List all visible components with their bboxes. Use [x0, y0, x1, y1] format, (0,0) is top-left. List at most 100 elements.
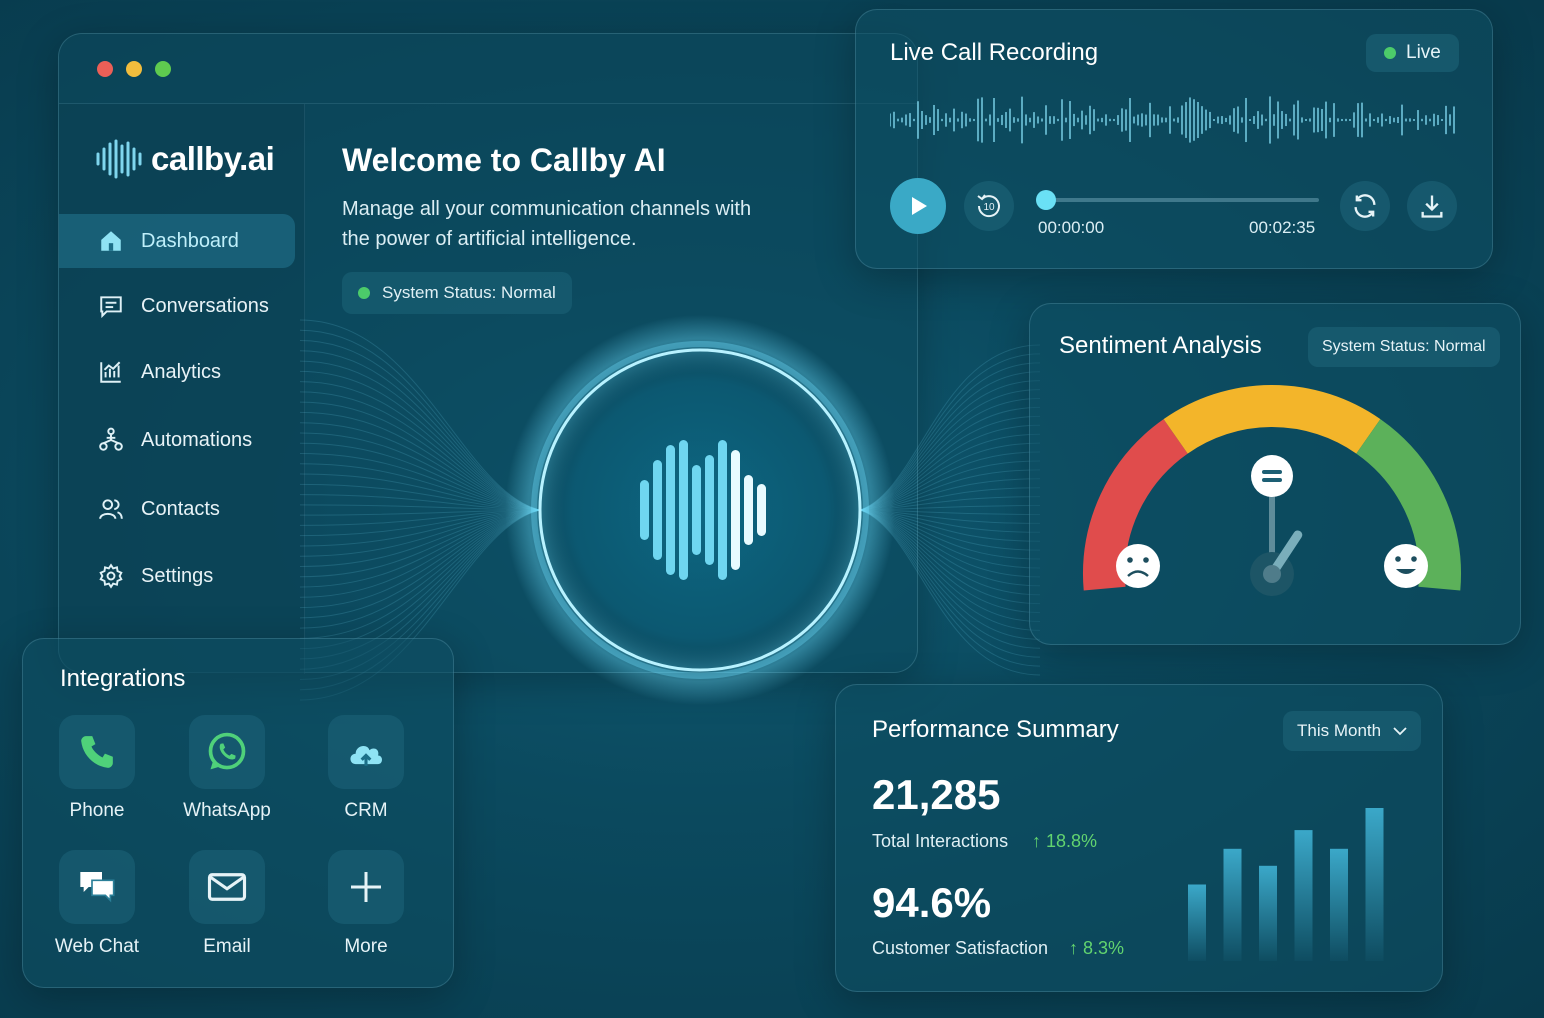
status-dot-icon [358, 287, 370, 299]
period-dropdown[interactable]: This Month [1283, 711, 1422, 751]
email-icon [207, 873, 247, 901]
bar [1223, 848, 1242, 961]
home-icon [97, 227, 125, 255]
sad-face-icon [1116, 544, 1160, 588]
sidebar-item-settings[interactable]: Settings [59, 549, 295, 603]
download-button[interactable] [1407, 181, 1457, 231]
whatsapp-icon [208, 732, 246, 770]
total-time: 00:02:35 [1249, 218, 1316, 237]
satisfaction-delta: ↑ 8.3% [1069, 938, 1124, 959]
contacts-icon [97, 495, 125, 523]
integrations-title: Integrations [60, 665, 186, 692]
sidebar-item-label: Conversations [141, 294, 269, 317]
chat-icon [97, 292, 125, 320]
integration-more-label: More [344, 936, 388, 957]
brand-logo[interactable]: callby.ai [95, 139, 275, 179]
current-time: 00:00:00 [1038, 218, 1105, 237]
arrow-up-icon: ↑ [1069, 938, 1084, 958]
integration-web-chat-button[interactable] [59, 850, 135, 924]
bar [1188, 884, 1206, 961]
integration-web-chat-label: Web Chat [54, 936, 140, 957]
integration-crm-button[interactable] [328, 715, 404, 789]
gauge-negative-segment [1083, 419, 1189, 591]
delta-value: 18.8% [1046, 831, 1098, 851]
live-badge: Live [1366, 34, 1459, 72]
page-subtitle: Manage all your communication channels w… [342, 198, 752, 250]
rewind-seconds: 10 [983, 202, 995, 213]
sidebar-item-automations[interactable]: Automations [59, 413, 295, 467]
gauge-positive-segment [1355, 419, 1461, 591]
voice-orb[interactable] [300, 300, 1040, 720]
performance-title: Performance Summary [872, 716, 1119, 743]
sidebar-item-dashboard[interactable]: Dashboard [59, 214, 295, 268]
integration-phone-label: Phone [69, 800, 125, 821]
play-icon [912, 197, 927, 215]
sidebar-item-conversations[interactable]: Conversations [59, 279, 295, 333]
playback-track[interactable] [1044, 198, 1319, 202]
play-button[interactable] [890, 178, 946, 234]
performance-panel: Performance Summary This Month 21,285 To… [835, 684, 1443, 992]
integration-email-button[interactable] [189, 850, 265, 924]
sidebar-item-label: Settings [141, 564, 214, 587]
rewind-10-button[interactable]: 10 [964, 181, 1014, 231]
bar [1330, 848, 1348, 961]
bar [1365, 808, 1384, 961]
waveform-logo-icon [96, 139, 142, 179]
total-interactions-label: Total Interactions [872, 831, 1009, 851]
sentiment-gauge [1083, 385, 1461, 596]
delta-value: 8.3% [1083, 938, 1125, 958]
sidebar-item-label: Analytics [141, 360, 222, 383]
performance-bar-chart [1188, 808, 1384, 961]
integration-phone-button[interactable] [59, 715, 135, 789]
neutral-face-icon [1251, 455, 1293, 497]
total-interactions-value: 21,285 [872, 771, 1001, 818]
maximize-window-button[interactable] [155, 60, 171, 77]
call-waveform[interactable] [890, 90, 1460, 150]
web-chat-icon [80, 872, 115, 903]
integrations-panel: Integrations Phone WhatsApp CRM Web Chat… [22, 638, 454, 988]
satisfaction-label: Customer Satisfaction [872, 938, 1049, 958]
close-window-button[interactable] [97, 60, 113, 77]
gear-icon [97, 562, 125, 590]
integration-email-label: Email [203, 936, 251, 957]
total-interactions-delta: ↑ 18.8% [1032, 831, 1097, 852]
sidebar: callby.ai Dashboard Conversations Analyt… [59, 104, 305, 674]
refresh-button[interactable] [1340, 181, 1390, 231]
sidebar-item-label: Contacts [141, 497, 220, 520]
sentiment-status-badge: System Status: Normal [1308, 327, 1500, 367]
orb-waveform-icon [640, 440, 766, 580]
refresh-icon [1354, 194, 1376, 218]
phone-icon [81, 736, 113, 768]
title-bar [59, 34, 917, 104]
sentiment-title: Sentiment Analysis [1059, 332, 1262, 359]
page-title: Welcome to Callby AI [342, 142, 666, 178]
arrow-up-icon: ↑ [1032, 831, 1047, 851]
chevron-down-icon [1393, 727, 1407, 736]
bar [1259, 865, 1277, 961]
brand-name: callby.ai [151, 140, 275, 177]
plus-icon [351, 872, 381, 902]
integration-crm-label: CRM [344, 800, 388, 821]
live-label: Live [1406, 42, 1441, 63]
bar [1294, 830, 1313, 961]
automation-icon [97, 426, 125, 454]
download-icon [1421, 195, 1443, 218]
integration-whatsapp-label: WhatsApp [183, 800, 271, 821]
sentiment-panel: Sentiment Analysis System Status: Normal [1029, 303, 1521, 645]
system-status-text: System Status: Normal [382, 283, 556, 302]
minimize-window-button[interactable] [126, 60, 142, 77]
system-status-badge: System Status: Normal [342, 272, 572, 314]
integration-more-button[interactable] [328, 850, 404, 924]
analytics-icon [97, 358, 125, 386]
sidebar-item-contacts[interactable]: Contacts [59, 482, 295, 536]
integration-whatsapp-button[interactable] [189, 715, 265, 789]
sidebar-item-label: Automations [141, 428, 253, 451]
sidebar-item-analytics[interactable]: Analytics [59, 345, 295, 399]
period-selected-value: This Month [1297, 721, 1382, 740]
rewind-icon: 10 [977, 194, 1000, 218]
sidebar-item-label: Dashboard [141, 229, 239, 252]
live-call-panel: Live Call Recording Live 10 00:00:00 00:… [855, 9, 1493, 269]
playback-slider-handle[interactable] [1036, 190, 1056, 210]
gauge-neutral-segment [1163, 385, 1381, 454]
live-call-title: Live Call Recording [890, 39, 1099, 66]
